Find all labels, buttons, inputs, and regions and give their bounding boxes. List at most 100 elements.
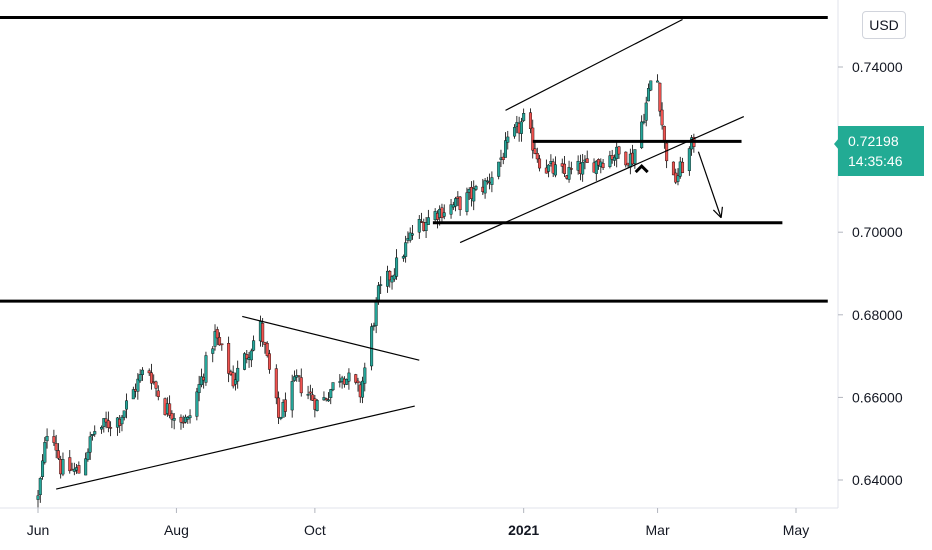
- candle-body: [274, 368, 278, 399]
- down-arrow[interactable]: [697, 151, 724, 219]
- candle-body: [290, 381, 294, 411]
- candle-body: [156, 390, 160, 397]
- candle-body: [186, 416, 190, 420]
- x-axis: Jun Aug Oct 2021 Mar May: [0, 507, 838, 538]
- candle: [54, 434, 58, 459]
- candle-body: [522, 113, 526, 121]
- candle-body: [454, 198, 458, 207]
- candle: [660, 102, 664, 130]
- candle: [195, 387, 199, 421]
- candle-body: [252, 340, 256, 351]
- candle-body: [86, 451, 90, 460]
- candle-body: [449, 204, 453, 215]
- candle: [370, 323, 374, 371]
- candle-body: [354, 374, 358, 383]
- candle-body: [363, 367, 367, 384]
- y-tick-label: 0.68000: [852, 307, 903, 323]
- candle: [547, 164, 551, 178]
- candle-body: [140, 369, 144, 375]
- candle: [172, 412, 176, 430]
- candle-body: [315, 400, 319, 411]
- candle: [243, 352, 247, 371]
- candle-body: [506, 136, 510, 143]
- candle-body: [497, 161, 501, 177]
- candle-body: [395, 257, 399, 277]
- candle: [156, 385, 160, 401]
- trend-line[interactable]: [459, 116, 745, 244]
- candle: [120, 414, 124, 432]
- candle-body: [188, 415, 192, 419]
- candle: [644, 96, 648, 127]
- candle-body: [279, 417, 283, 419]
- candle-body: [642, 121, 646, 123]
- candle: [122, 410, 126, 421]
- candle: [220, 343, 224, 351]
- candle: [88, 431, 92, 460]
- candle: [106, 411, 110, 433]
- candle-body: [326, 399, 330, 402]
- trend-line[interactable]: [505, 18, 683, 111]
- candle: [490, 171, 494, 193]
- candle: [181, 415, 185, 428]
- candle-body: [401, 256, 405, 259]
- candle: [204, 351, 208, 386]
- candle-body: [249, 350, 253, 361]
- candle: [90, 434, 94, 441]
- candle-body: [136, 378, 140, 392]
- candle-body: [504, 140, 508, 158]
- candle: [168, 395, 172, 419]
- candle-body: [608, 155, 612, 167]
- trend-line[interactable]: [242, 315, 420, 361]
- candle: [624, 151, 628, 168]
- candle: [136, 373, 140, 400]
- candle-body: [567, 167, 571, 180]
- candle-body: [181, 421, 185, 424]
- candle-body: [265, 343, 269, 356]
- candle: [501, 152, 505, 165]
- candle: [649, 80, 653, 92]
- candle: [553, 156, 557, 178]
- currency-button[interactable]: USD: [862, 11, 906, 39]
- candle: [608, 150, 612, 169]
- candle: [617, 145, 621, 159]
- candle: [43, 437, 47, 465]
- candle-body: [376, 285, 380, 302]
- candle-body: [52, 436, 56, 443]
- x-tick-label: May: [783, 522, 809, 538]
- candle: [231, 365, 235, 389]
- candle-body: [581, 162, 585, 175]
- candle: [188, 409, 192, 424]
- candle-body: [483, 180, 487, 194]
- trend-line[interactable]: [56, 405, 415, 490]
- candle-body: [168, 403, 172, 416]
- candle: [345, 378, 349, 385]
- candle-body: [138, 374, 142, 382]
- y-tick-label: 0.66000: [852, 389, 903, 405]
- candle-body: [233, 379, 237, 385]
- candle-body: [283, 399, 287, 412]
- candle: [252, 335, 256, 352]
- candle-body: [100, 427, 104, 430]
- candle-body: [538, 158, 542, 169]
- candle-body: [681, 161, 685, 173]
- candle-body: [61, 459, 65, 475]
- candle-body: [676, 175, 680, 182]
- candle: [497, 161, 501, 180]
- candle-body: [563, 163, 567, 174]
- candle: [408, 227, 412, 243]
- candle: [265, 341, 269, 358]
- candle-body: [474, 186, 478, 190]
- candle: [315, 398, 319, 412]
- candle-body: [125, 400, 129, 410]
- candle-body: [345, 379, 349, 385]
- candle: [395, 249, 399, 280]
- candle: [640, 115, 644, 150]
- candle: [249, 348, 253, 368]
- candle-body: [649, 80, 653, 91]
- candle-body: [215, 329, 219, 339]
- candle-body: [465, 192, 469, 212]
- candle-body: [513, 127, 517, 137]
- candle: [308, 384, 312, 401]
- caret-marker: [634, 163, 649, 174]
